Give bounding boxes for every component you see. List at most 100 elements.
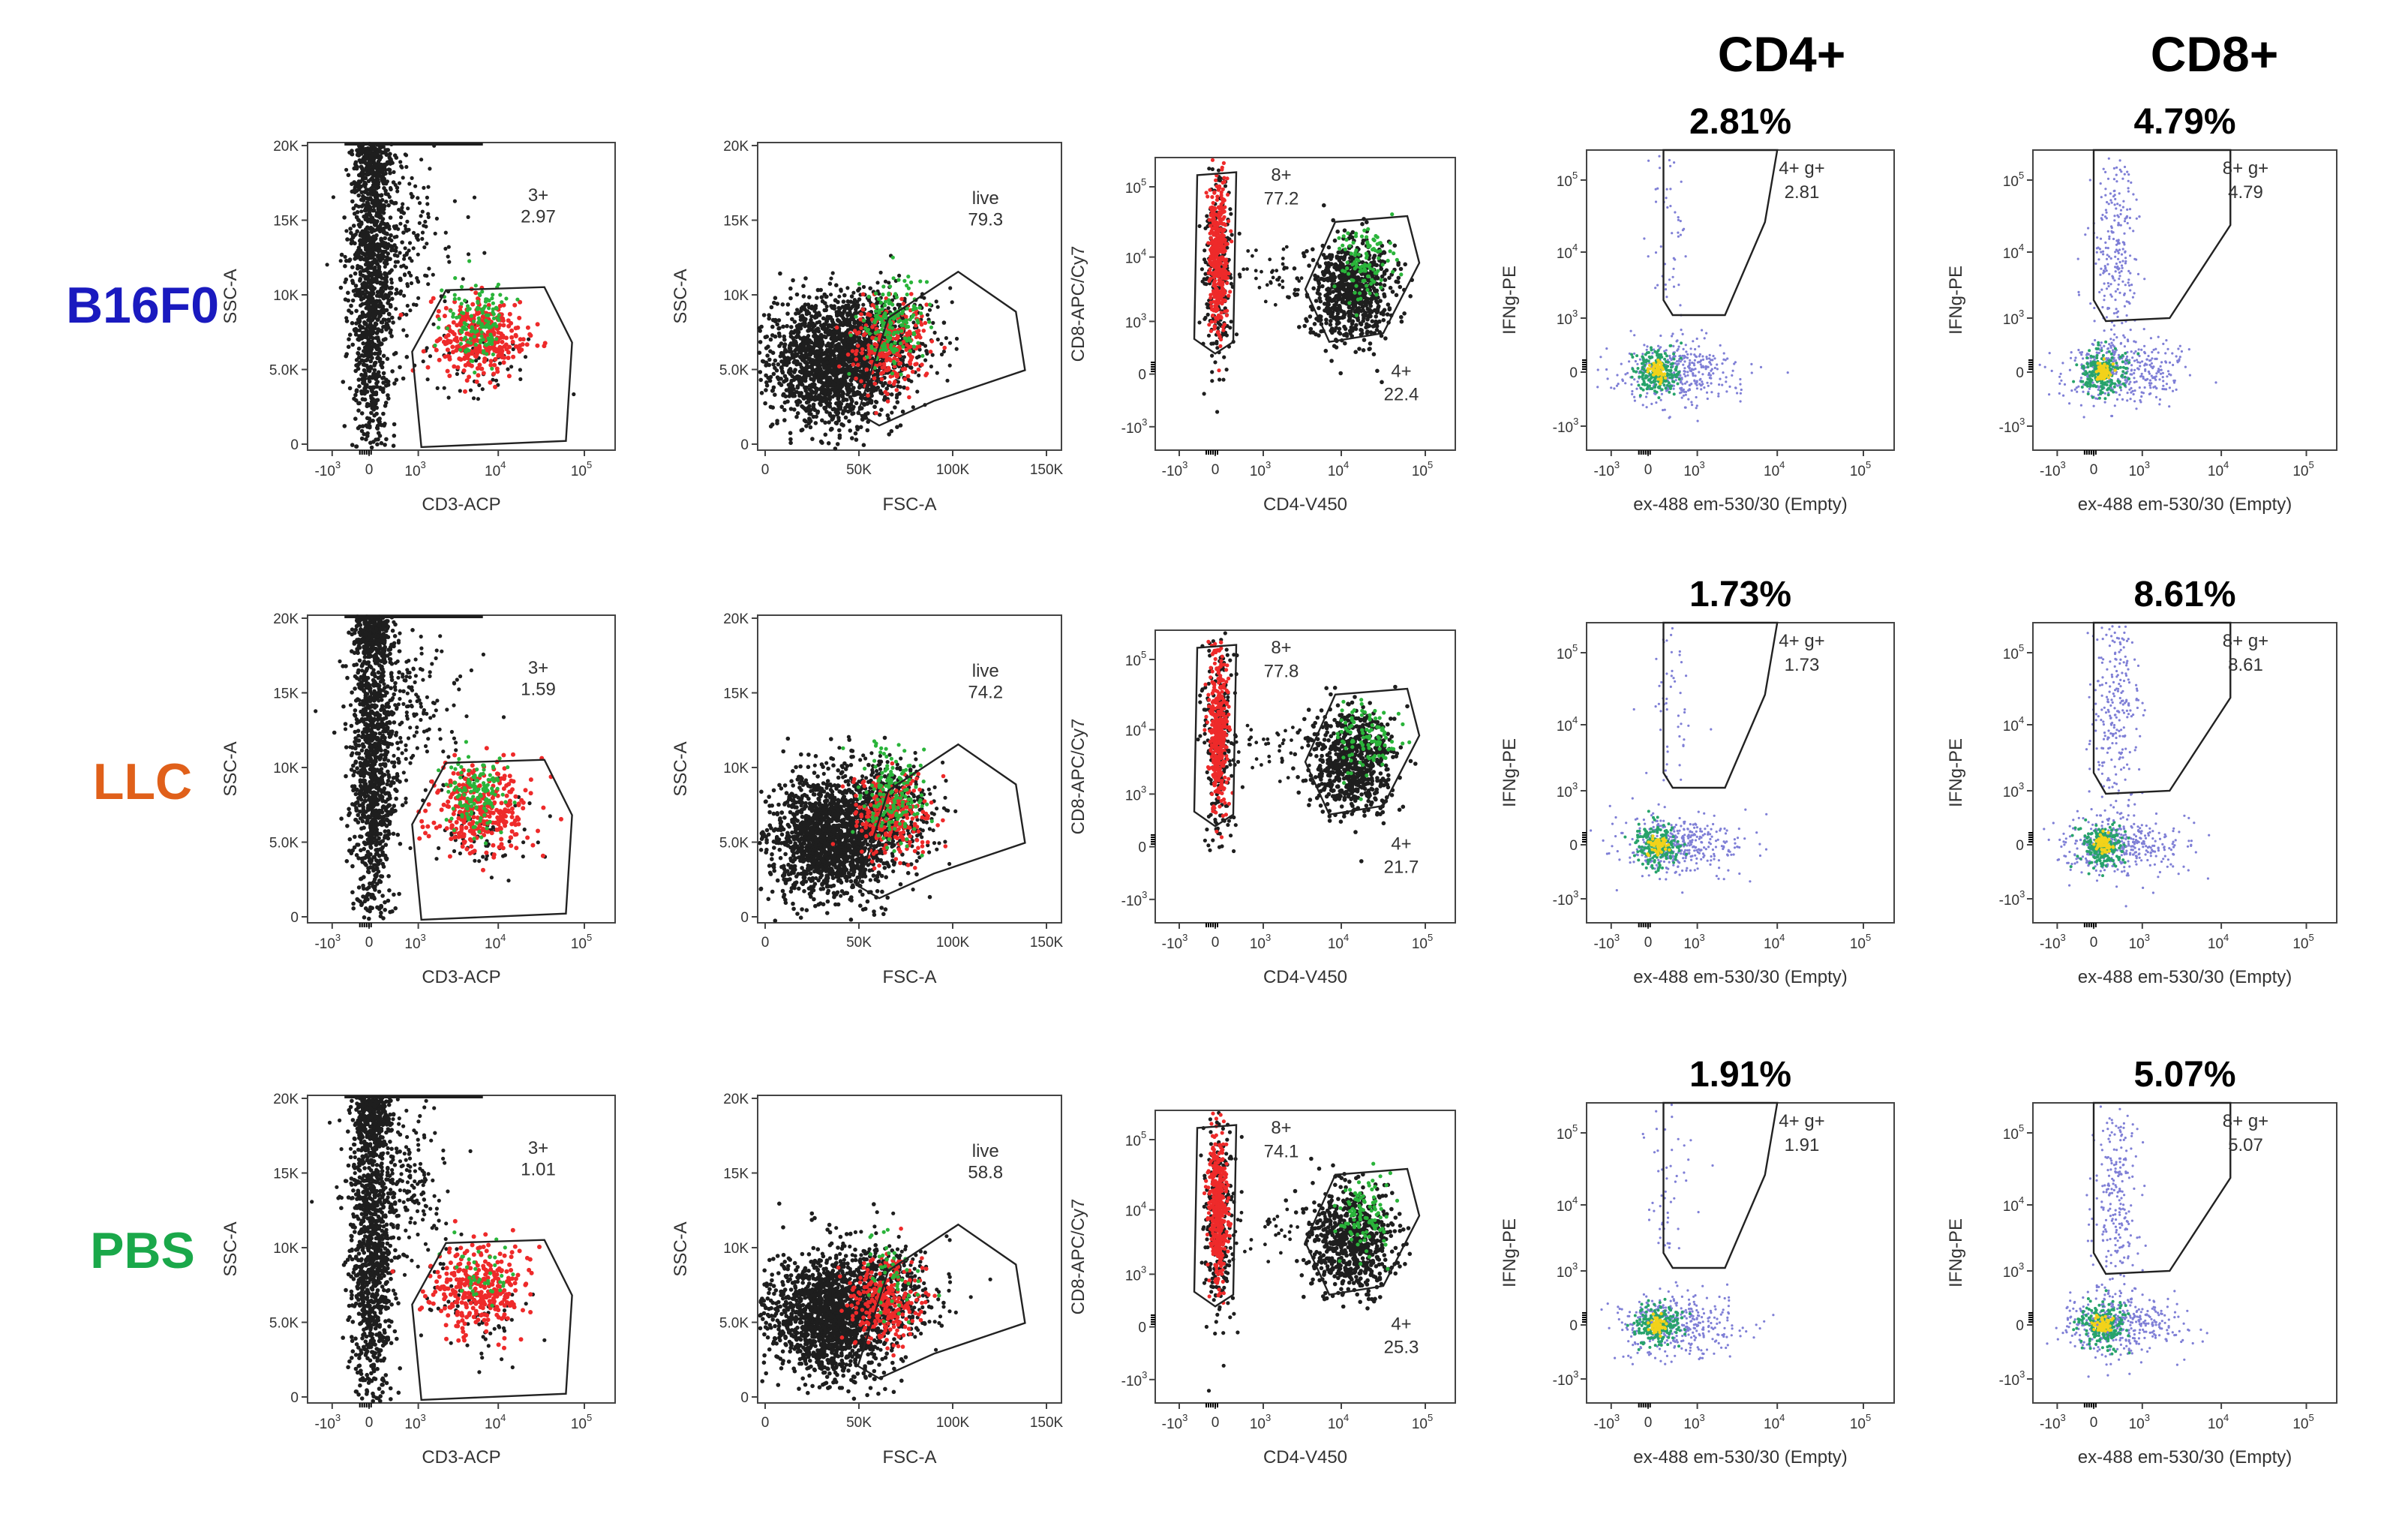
x-axis-label: ex-488 em-530/30 (Empty): [2078, 1447, 2292, 1467]
plot-frame: [1154, 1110, 1456, 1404]
y-tick-label: 104: [1125, 719, 1146, 740]
x-tick-label: 105: [1850, 932, 1871, 952]
plot-frame: [1154, 629, 1456, 924]
y-tick-label: 15K: [273, 686, 299, 702]
y-axis-label: SSC-A: [671, 741, 691, 796]
gate-name: live: [972, 1141, 999, 1161]
x-tick-label: 105: [571, 459, 592, 479]
x-tick-label: -103: [1162, 1412, 1188, 1432]
x-axis-label: ex-488 em-530/30 (Empty): [1633, 967, 1847, 987]
cd4-events: [437, 1230, 515, 1308]
y-tick-label: -103: [1121, 889, 1148, 909]
ifng-positive-events: [2085, 625, 2146, 908]
y-tick-label: 103: [2003, 308, 2024, 328]
y-tick-label: 0: [2016, 1318, 2024, 1334]
plot-frame: [2032, 622, 2337, 924]
x-tick-label: 150K: [1030, 935, 1064, 951]
gate-value: 1.73: [1785, 655, 1820, 675]
x-tick-label: -103: [2040, 932, 2066, 952]
plot-frame: [757, 142, 1062, 451]
x-tick-label: 104: [485, 1412, 506, 1432]
ifng-positive-events: [1643, 155, 1704, 347]
gate-ifng: [2092, 149, 2232, 323]
row-label-b16f0: B16F0: [66, 277, 219, 334]
gate-name: 8+: [1271, 638, 1291, 658]
x-tick-label: 105: [2292, 1412, 2313, 1432]
y-tick-label: 20K: [723, 139, 749, 155]
gate-name: 8+ g+: [2223, 631, 2268, 651]
x-tick-label: 0: [365, 1415, 374, 1431]
gate-name: 4+ g+: [1779, 158, 1824, 179]
y-axis-label: IFNg-PE: [1946, 266, 1966, 335]
x-tick-label: 0: [365, 935, 374, 951]
x-tick-label: 103: [1250, 1412, 1271, 1432]
ungated-events: [1284, 1156, 1413, 1311]
high-density-events: [1646, 359, 1668, 386]
panel-cd3-llc: 3+1.59 0 5.0K 10K 15K 20K -103 0 103 104 105 CD3-AC…: [221, 611, 616, 987]
y-axis-label: CD8-APC/Cy7: [1068, 1199, 1088, 1315]
gate-cd8: [1193, 644, 1238, 828]
y-tick-label: 103: [2003, 780, 2024, 801]
y-tick-label: 15K: [723, 686, 749, 702]
x-tick-label: 105: [1412, 932, 1433, 952]
y-axis-label: IFNg-PE: [1946, 1218, 1966, 1287]
y-tick-label: -103: [1121, 1369, 1148, 1389]
x-tick-label: 104: [1328, 932, 1349, 952]
column-header-cd8: CD8+: [2151, 26, 2279, 82]
gate-value: 58.8: [968, 1163, 1003, 1183]
y-tick-label: 0: [1138, 1320, 1146, 1336]
x-tick-label: 0: [761, 1415, 770, 1431]
y-tick-label: 104: [2003, 242, 2024, 262]
plot-frame: [1586, 1102, 1895, 1404]
y-tick-label: 15K: [723, 214, 749, 230]
y-tick-label: 0: [290, 910, 299, 926]
x-tick-label: 103: [1683, 932, 1704, 952]
ungated-events: [350, 142, 399, 212]
y-tick-label: 0: [2016, 838, 2024, 854]
y-tick-label: 20K: [723, 1092, 749, 1107]
y-tick-label: 10K: [723, 1241, 749, 1257]
gate-live: [857, 1223, 1026, 1380]
gate-name: 3+: [528, 185, 548, 206]
y-tick-label: 105: [1125, 1129, 1146, 1149]
gate-name: live: [972, 188, 999, 209]
panel-ifn-cd4-pbs: 4+ g+ 1.91 1.91% -103 0 103 104 105 -103 0 103 104 1…: [1500, 1055, 1895, 1467]
x-tick-label: 0: [1212, 935, 1220, 951]
percent-ifn-cd4: 1.73%: [1689, 575, 1791, 614]
gate-value: 77.2: [1264, 188, 1299, 209]
y-tick-label: 5.0K: [719, 1316, 749, 1332]
y-tick-label: 103: [2003, 1260, 2024, 1281]
x-tick-label: 50K: [846, 462, 872, 478]
x-axis-label: CD4-V450: [1263, 494, 1347, 515]
y-axis-label: CD8-APC/Cy7: [1068, 719, 1088, 835]
y-tick-label: 5.0K: [269, 836, 299, 852]
cd8-events: [398, 285, 548, 394]
plot-frame: [1154, 157, 1456, 451]
y-tick-label: 15K: [273, 214, 299, 230]
x-axis-label: CD3-ACP: [422, 494, 500, 515]
y-tick-label: -103: [1553, 416, 1579, 436]
gate-cd8: [1193, 1124, 1238, 1308]
x-tick-label: 103: [404, 459, 425, 479]
gate-name: 8+ g+: [2223, 158, 2268, 179]
gate-value: 2.97: [521, 207, 556, 227]
y-tick-label: 20K: [273, 139, 299, 155]
cd4-events: [433, 259, 520, 375]
cd8-events: [836, 1226, 937, 1358]
cd8-events: [390, 1218, 542, 1350]
y-axis-label: IFNg-PE: [1500, 738, 1520, 807]
x-tick-label: -103: [314, 459, 341, 479]
y-tick-label: 15K: [723, 1167, 749, 1182]
panel-cd4cd8-llc: 8+ 77.8 4+ 21.7 -103 0 103 104 105 -103 0 103 104 105…: [1068, 629, 1456, 987]
x-tick-label: -103: [1593, 459, 1620, 479]
y-axis-label: SSC-A: [671, 269, 691, 323]
gate-name: 4+ g+: [1779, 631, 1824, 651]
x-tick-label: -103: [1593, 1412, 1620, 1432]
ungated-events: [1202, 723, 1313, 783]
x-tick-label: 150K: [1030, 462, 1064, 478]
gate-cd4: [1304, 1167, 1421, 1296]
y-tick-label: 103: [1557, 308, 1578, 328]
panel-cd3-pbs: 3+1.01 0 5.0K 10K 15K 20K -103 0 103 104 105 CD3-AC…: [221, 1092, 616, 1467]
